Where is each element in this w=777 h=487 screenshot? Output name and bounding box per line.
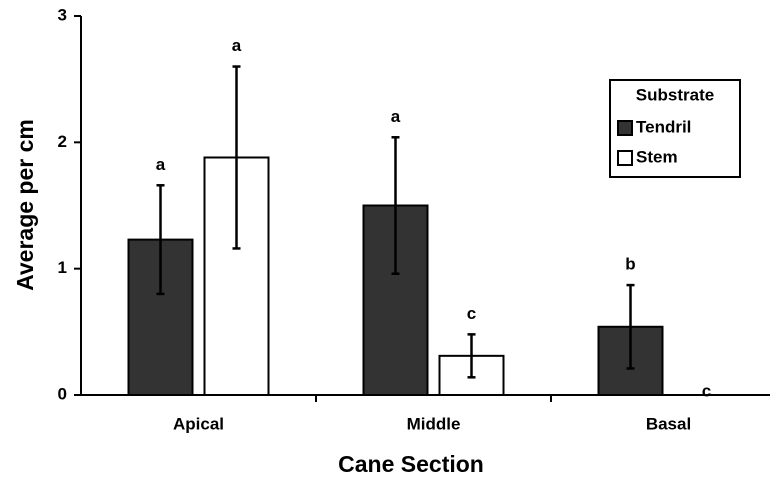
y-tick-label: 0 — [58, 384, 67, 403]
y-tick-label: 1 — [58, 258, 67, 277]
x-tick-label: Middle — [407, 414, 461, 433]
significance-letter: a — [156, 155, 166, 174]
error-bar — [391, 136, 400, 275]
x-tick-label: Apical — [173, 414, 224, 433]
y-axis-title: Average per cm — [12, 119, 38, 291]
y-tick-label: 2 — [58, 132, 67, 151]
significance-letter: c — [467, 304, 476, 323]
legend-label: Stem — [636, 147, 678, 166]
significance-letter: b — [625, 255, 635, 274]
legend-label: Tendril — [636, 117, 691, 136]
error-bar — [626, 283, 635, 370]
legend-swatch — [617, 120, 633, 136]
significance-letter: a — [232, 36, 242, 55]
y-tick-label: 3 — [58, 5, 67, 24]
significance-letter: c — [702, 381, 711, 400]
legend-title: Substrate — [636, 85, 714, 104]
significance-letter: a — [391, 107, 401, 126]
legend-swatch — [617, 150, 633, 166]
error-bar — [156, 184, 165, 296]
x-axis-title: Cane Section — [338, 451, 484, 477]
x-tick-label: Basal — [646, 414, 691, 433]
error-bar — [467, 333, 476, 379]
error-bar — [232, 65, 241, 250]
